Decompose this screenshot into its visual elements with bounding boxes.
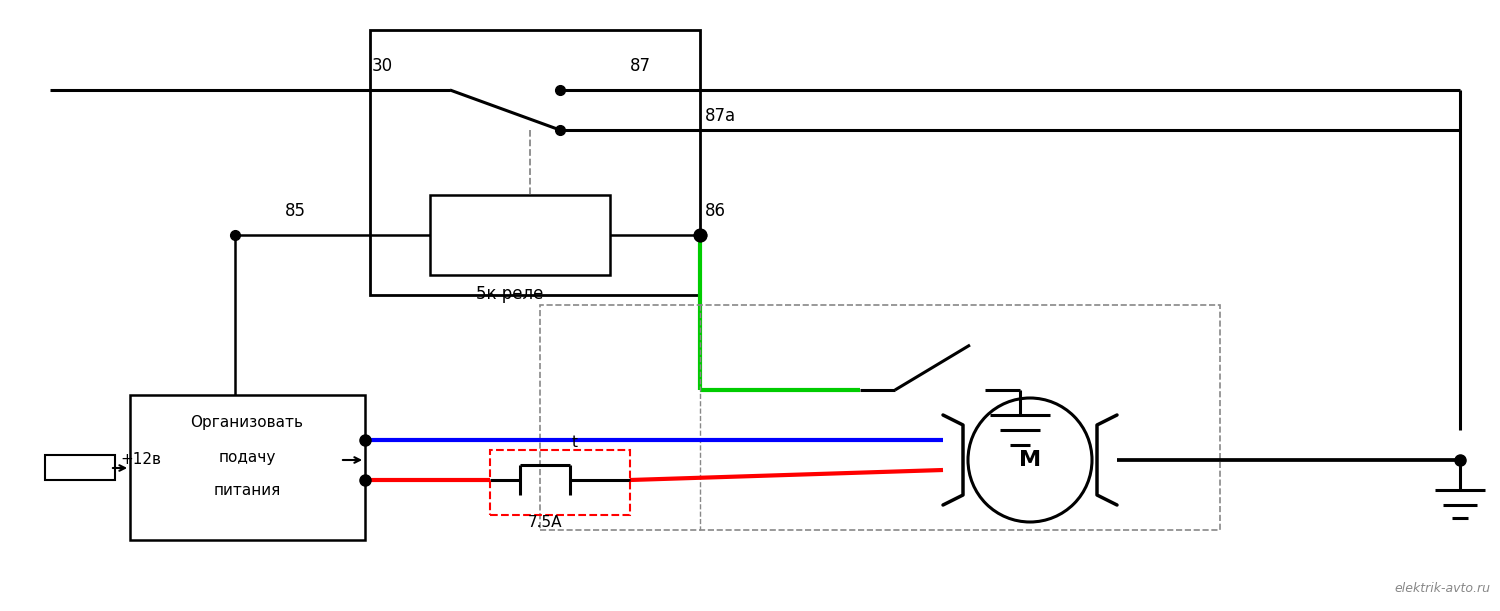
- Text: 87: 87: [630, 57, 651, 75]
- Text: питания: питания: [213, 483, 280, 498]
- Bar: [430, 195, 610, 275]
- Bar: [370, 30, 700, 295]
- Text: 86: 86: [705, 202, 726, 220]
- Text: Организовать: Организовать: [190, 415, 303, 430]
- Bar: [540, 305, 1220, 530]
- Text: elektrik-avto.ru: elektrik-avto.ru: [1394, 582, 1490, 595]
- Text: 7.5A: 7.5A: [528, 515, 562, 530]
- Bar: [130, 395, 364, 540]
- Bar: [45, 455, 116, 480]
- Bar: [490, 450, 630, 515]
- Text: 30: 30: [372, 57, 393, 75]
- Text: 87a: 87a: [705, 107, 736, 125]
- Text: +12в: +12в: [120, 453, 160, 467]
- Text: 85: 85: [285, 202, 306, 220]
- Text: подачу: подачу: [219, 450, 276, 465]
- Text: 5к реле: 5к реле: [477, 285, 543, 303]
- Text: t: t: [572, 435, 578, 450]
- Text: M: M: [1019, 450, 1041, 470]
